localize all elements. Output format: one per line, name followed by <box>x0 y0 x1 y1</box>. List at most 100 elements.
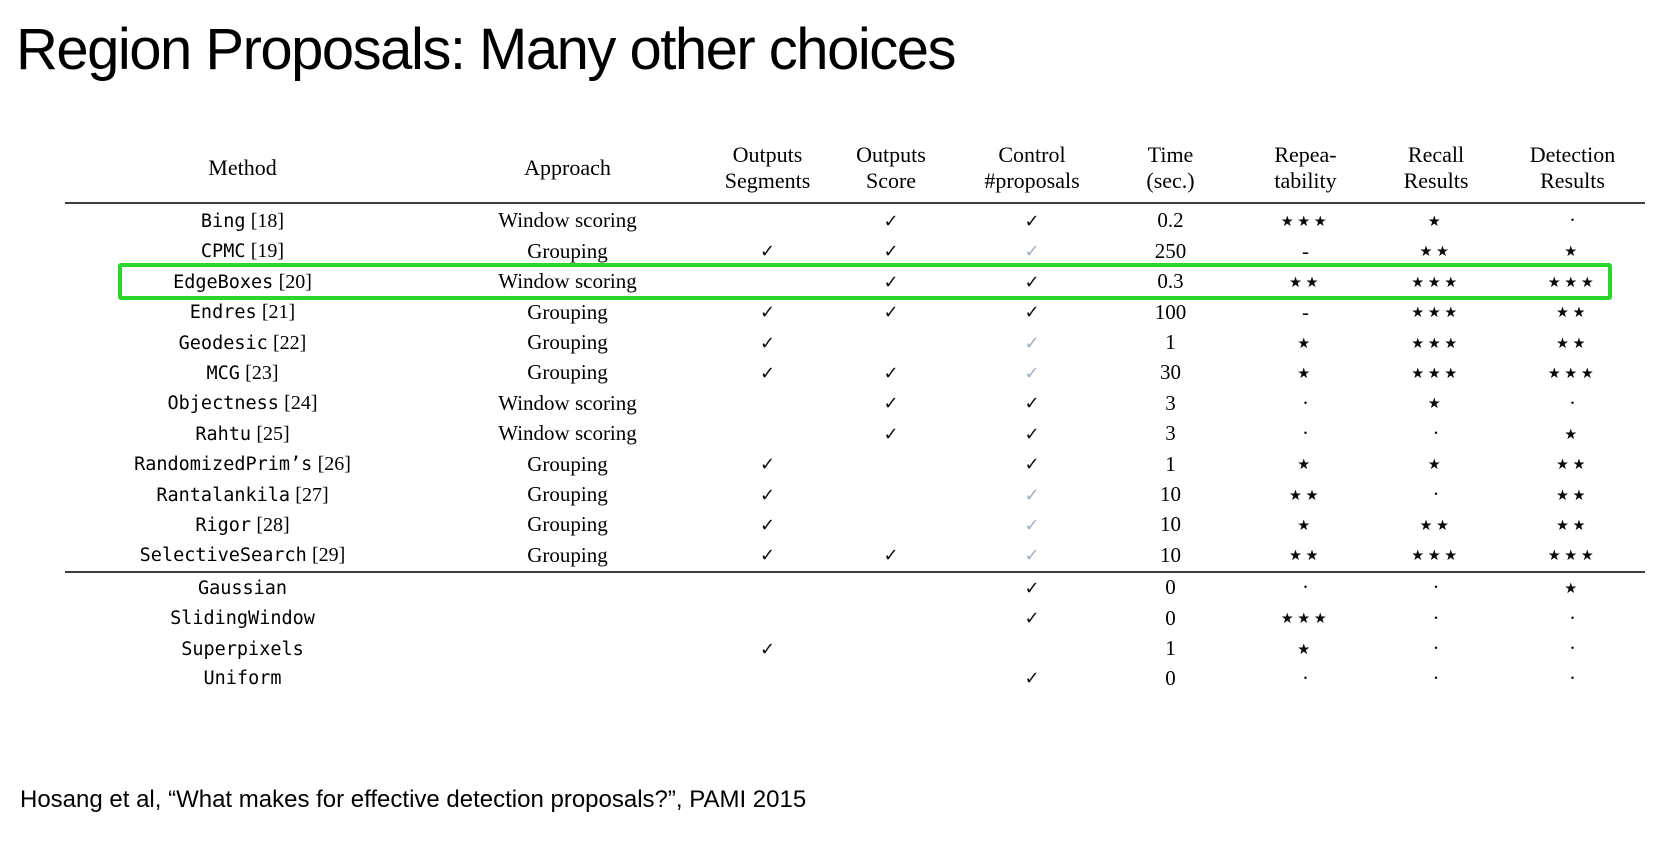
check-icon: ✓ <box>759 545 776 567</box>
method-ref: [19] <box>250 240 285 263</box>
cell-method: Geodesic [22] <box>65 328 420 358</box>
check-icon: ✓ <box>883 393 899 415</box>
cell-approach: Window scoring <box>498 208 637 233</box>
cell-outputs-score: ✓ <box>820 267 962 297</box>
cell-approach: Grouping <box>527 451 608 476</box>
method-ref: [26] <box>317 453 351 476</box>
cell-time: 30 <box>1160 360 1181 385</box>
column-header: Control #proposals <box>984 142 1080 193</box>
cell-repeatability: ★★ <box>1239 267 1372 297</box>
cell-outputs-segments <box>715 203 820 236</box>
header-row: Method Approach Outputs Segments Outputs Scor… <box>65 142 1645 203</box>
cell-outputs-segments: ✓ <box>715 510 820 540</box>
cell-repeatability: ★★ <box>1239 540 1372 571</box>
cell-recall: · <box>1372 419 1500 449</box>
column-header: Outputs Segments <box>724 142 811 193</box>
check-icon: ✓ <box>883 271 899 293</box>
method-ref: [18] <box>250 209 285 232</box>
table-row: Superpixels ✓ 1 ★ · · <box>65 634 1645 664</box>
cell-time: 10 <box>1160 512 1181 537</box>
cell-outputs-score: ✓ <box>820 540 962 571</box>
rating-mark: · <box>1432 636 1440 661</box>
rating-stars: ★ <box>1427 457 1445 474</box>
check-icon-indirect: ✓ <box>1024 241 1040 263</box>
cell-recall: · <box>1372 634 1500 664</box>
cell-detection: · <box>1500 664 1645 692</box>
cell-time: 100 <box>1154 299 1187 324</box>
cell-repeatability: · <box>1239 570 1372 604</box>
cell-method: EdgeBoxes [20] <box>65 267 420 297</box>
check-icon: ✓ <box>883 210 899 232</box>
cell-detection: ★★ <box>1500 510 1645 540</box>
cell-detection: ★★★ <box>1500 540 1645 571</box>
cell-method: SelectiveSearch [29] <box>65 540 420 571</box>
rating-stars: ★ <box>1564 580 1581 597</box>
rating-stars: ★★★ <box>1411 548 1461 565</box>
cell-outputs-score <box>820 664 962 692</box>
check-icon: ✓ <box>759 362 776 384</box>
method-name: MCG <box>206 362 240 384</box>
rating-mark: · <box>1569 208 1576 233</box>
cell-recall: ★★★ <box>1372 358 1500 388</box>
cell-control-proposals: ✓ <box>962 540 1102 571</box>
cell-detection: · <box>1500 203 1645 236</box>
cell-approach: Window scoring <box>498 421 637 446</box>
page-title: Region Proposals: Many other choices <box>16 17 956 82</box>
cell-control-proposals: ✓ <box>962 570 1102 604</box>
cell-outputs-segments <box>715 388 820 418</box>
table-row: Rantalankila [27] Grouping ✓ ✓ 10 ★★ · ★★ <box>65 480 1645 510</box>
cell-method: Bing [18] <box>65 203 420 236</box>
column-header: Approach <box>524 154 611 180</box>
cell-repeatability: ★ <box>1239 449 1372 479</box>
table-row: Geodesic [22] Grouping ✓ ✓ 1 ★ ★★★ ★★ <box>65 328 1645 358</box>
method-ref: [22] <box>273 331 307 354</box>
table-row: Rigor [28] Grouping ✓ ✓ 10 ★ ★★ ★★ <box>65 510 1645 540</box>
cell-outputs-segments <box>715 664 820 692</box>
cell-recall: ★ <box>1372 203 1500 236</box>
check-icon: ✓ <box>759 332 776 354</box>
cell-repeatability: - <box>1239 236 1372 266</box>
rating-stars: ★ <box>1427 396 1445 413</box>
check-icon: ✓ <box>883 423 899 445</box>
rating-stars: ★ <box>1297 457 1314 474</box>
check-icon: ✓ <box>1024 302 1040 324</box>
rating-mark: · <box>1432 575 1440 600</box>
cell-time: 1 <box>1165 451 1176 476</box>
cell-approach: Window scoring <box>498 390 637 415</box>
cell-outputs-segments: ✓ <box>715 449 820 479</box>
rating-stars: ★ <box>1297 641 1314 658</box>
cell-repeatability: · <box>1239 419 1372 449</box>
cell-repeatability: ★★ <box>1239 480 1372 510</box>
rating-stars: ★★ <box>1419 244 1453 261</box>
cell-outputs-segments: ✓ <box>715 328 820 358</box>
cell-time: 1 <box>1165 330 1176 355</box>
cell-repeatability: · <box>1239 388 1372 418</box>
cell-outputs-segments <box>715 603 820 633</box>
cell-control-proposals <box>962 634 1102 664</box>
rating-stars: ★★★ <box>1411 365 1461 382</box>
rating-mark: · <box>1569 636 1576 661</box>
cell-control-proposals: ✓ <box>962 203 1102 236</box>
cell-approach <box>420 664 715 692</box>
check-icon-indirect: ✓ <box>1024 484 1040 506</box>
cell-outputs-score: ✓ <box>820 358 962 388</box>
check-icon: ✓ <box>883 362 899 384</box>
check-icon: ✓ <box>883 302 899 324</box>
cell-outputs-score: ✓ <box>820 236 962 266</box>
method-name: EdgeBoxes <box>173 271 274 293</box>
method-ref: [27] <box>295 483 329 506</box>
method-ref: [24] <box>284 392 318 415</box>
cell-outputs-segments <box>715 267 820 297</box>
cell-method: Superpixels <box>65 634 420 664</box>
cell-time: 1 <box>1165 636 1176 661</box>
method-name: Geodesic <box>178 332 268 354</box>
cell-method: CPMC [19] <box>65 236 420 266</box>
cell-outputs-score <box>820 603 962 633</box>
rating-stars: ★★★ <box>1280 611 1331 628</box>
rating-mark: · <box>1302 390 1309 415</box>
method-name: Objectness <box>167 393 279 415</box>
cell-method: Uniform <box>65 664 420 692</box>
check-icon: ✓ <box>883 241 899 263</box>
rating-stars: ★★★ <box>1411 305 1461 322</box>
cell-method: Rahtu [25] <box>65 419 420 449</box>
